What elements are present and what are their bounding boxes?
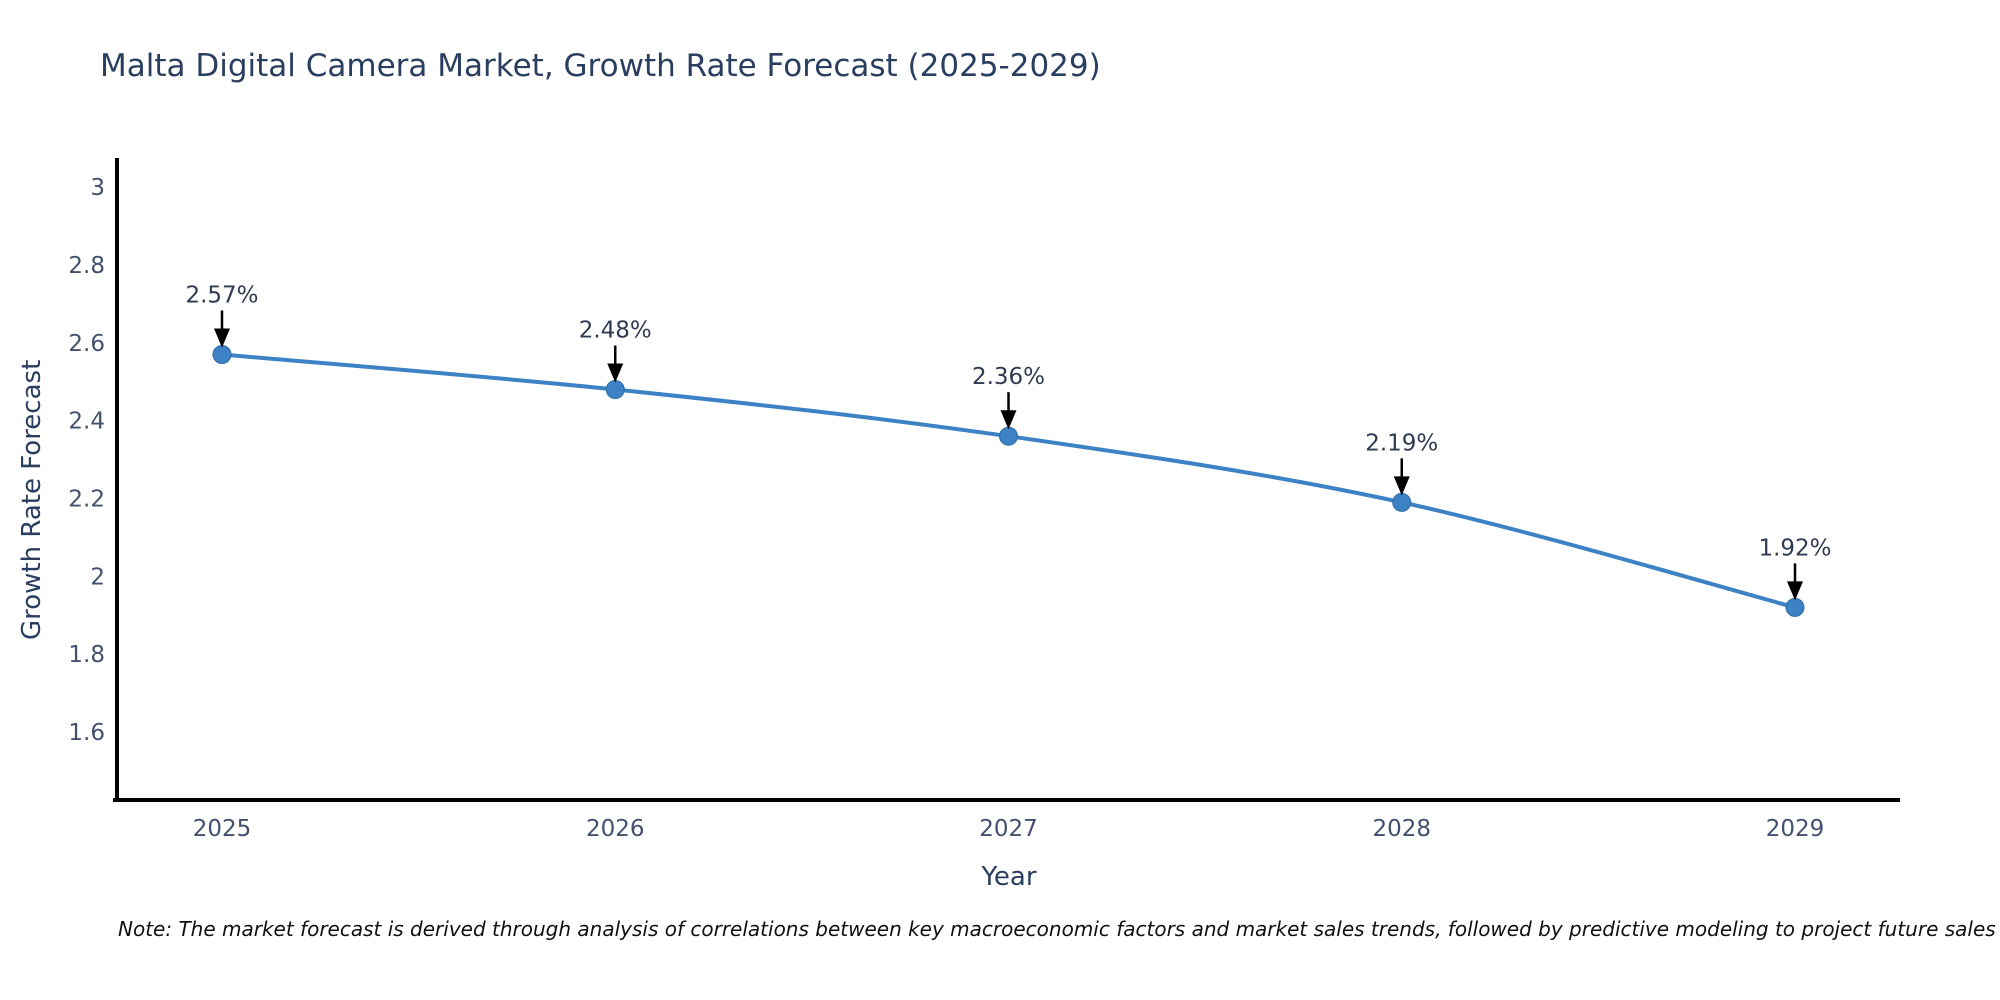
x-axis-title: Year (981, 862, 1037, 892)
x-tick-label: 2027 (979, 816, 1038, 842)
annotation-arrow-head (1787, 581, 1803, 601)
annotation-arrow-head (214, 328, 230, 348)
data-point-marker (605, 380, 625, 400)
annotation-arrow-head (1393, 476, 1410, 496)
annotation-arrow-head (607, 363, 624, 383)
y-tick-label: 2.6 (68, 331, 105, 357)
y-tick-label: 1.6 (68, 720, 105, 746)
data-point-marker (999, 426, 1018, 446)
annotation-arrow-head (1000, 410, 1017, 430)
data-point-marker (212, 344, 232, 364)
x-tick-label: 2025 (193, 816, 252, 842)
data-point-marker (1392, 492, 1412, 512)
annotation-label: 2.57% (185, 282, 258, 308)
x-tick-label: 2029 (1766, 816, 1825, 842)
annotation-label: 2.19% (1365, 430, 1438, 456)
chart-footnote: Note: The market forecast is derived thr… (118, 917, 1996, 941)
y-tick-label: 2 (90, 564, 105, 590)
x-tick-label: 2028 (1372, 816, 1431, 842)
x-tick-label: 2026 (586, 816, 645, 842)
y-tick-label: 2.4 (68, 409, 105, 435)
y-tick-label: 3 (90, 175, 105, 201)
y-tick-label: 1.8 (68, 642, 105, 668)
chart-title: Malta Digital Camera Market, Growth Rate… (100, 48, 1101, 84)
annotation-label: 2.36% (972, 364, 1045, 390)
data-point-marker (1785, 597, 1805, 617)
y-tick-label: 2.8 (68, 253, 105, 279)
annotation-label: 2.48% (579, 318, 652, 344)
annotation-label: 1.92% (1758, 535, 1831, 561)
y-tick-label: 2.2 (68, 486, 105, 512)
